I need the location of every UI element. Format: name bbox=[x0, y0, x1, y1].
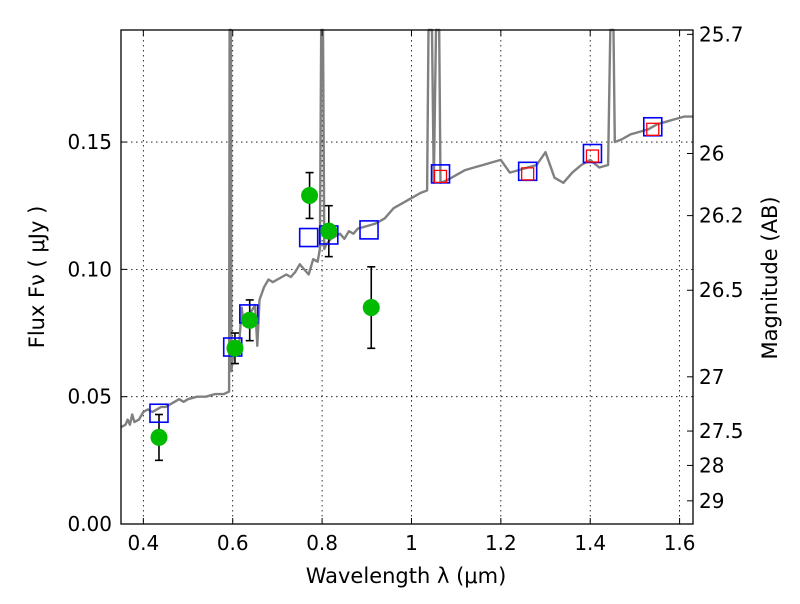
y2-tick-label: 28 bbox=[699, 453, 724, 477]
observed-flux-point bbox=[241, 311, 259, 329]
observed-ir-square-marker bbox=[433, 169, 448, 184]
y2-axis-label: Magnitude (AB) bbox=[758, 196, 782, 359]
observed-flux-point bbox=[150, 428, 168, 446]
observed-ir-square-marker bbox=[585, 149, 600, 163]
spectrum-layer bbox=[120, 28, 693, 429]
y2-tick-label: 27 bbox=[699, 365, 724, 389]
y-tick-label: 0.15 bbox=[67, 130, 112, 154]
observed-ir-square-marker bbox=[646, 122, 660, 136]
x-tick-label: 0.8 bbox=[306, 531, 338, 555]
observed-flux-point bbox=[320, 222, 338, 240]
y2-tick-label: 25.7 bbox=[699, 22, 744, 46]
observed-ir-square-marker bbox=[521, 167, 535, 181]
x-tick-label: 1 bbox=[405, 531, 418, 555]
model-square-marker bbox=[149, 403, 169, 424]
y-axis-label: Flux Fν ( μJy ) bbox=[25, 206, 49, 349]
y2-tick-label: 29 bbox=[699, 489, 724, 513]
spectrum-line bbox=[120, 28, 693, 429]
plot-frame bbox=[120, 29, 694, 525]
x-tick-label: 0.4 bbox=[127, 531, 159, 555]
y2-tick-label: 26 bbox=[699, 142, 724, 166]
model-squares-layer bbox=[149, 116, 663, 424]
observed-flux-point bbox=[226, 339, 244, 357]
x-axis-label: Wavelength λ (μm) bbox=[306, 564, 507, 588]
x-tick-label: 1.2 bbox=[485, 531, 517, 555]
x-tick-label: 0.6 bbox=[217, 531, 249, 555]
y-tick-label: 0.10 bbox=[67, 257, 112, 281]
y2-tick-label: 26.5 bbox=[699, 278, 744, 302]
model-square-marker bbox=[298, 227, 319, 248]
model-square-marker bbox=[359, 220, 379, 240]
observed-points-layer bbox=[150, 187, 380, 446]
y2-tick-label: 27.5 bbox=[699, 419, 744, 443]
y2-tick-label: 26.2 bbox=[699, 204, 744, 228]
observed-flux-point bbox=[362, 299, 380, 317]
ticks-layer: 0.4 0.6 0.8 1 1.2 1.4 1.6 0.00 0.05 0.10 0.15 25.7 2… bbox=[67, 22, 743, 555]
x-tick-label: 1.6 bbox=[664, 531, 696, 555]
y-tick-label: 0.00 bbox=[67, 512, 112, 536]
y-tick-label: 0.05 bbox=[67, 385, 112, 409]
observed-flux-point bbox=[301, 187, 319, 205]
x-tick-label: 1.4 bbox=[574, 531, 606, 555]
